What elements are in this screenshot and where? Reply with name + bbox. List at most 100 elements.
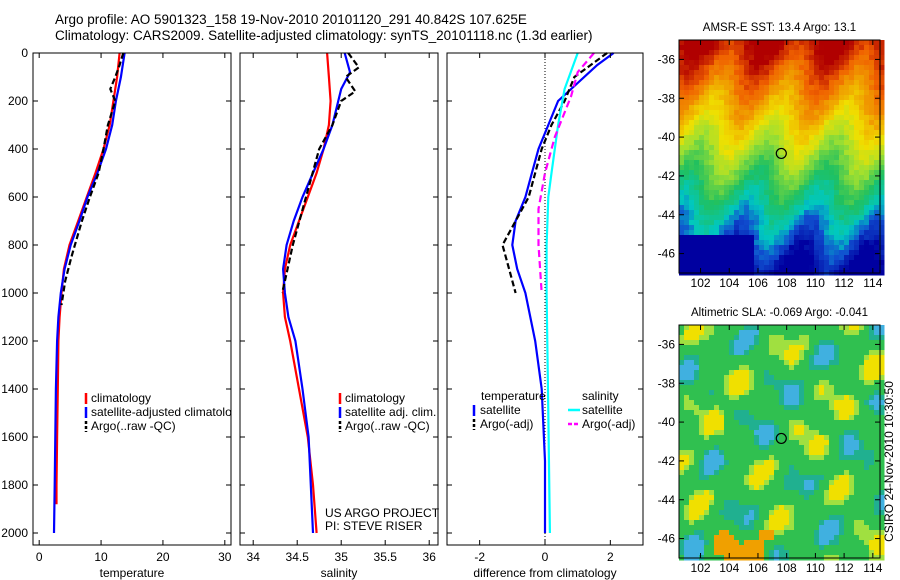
heatmap-cell xyxy=(774,110,780,116)
heatmap-cell xyxy=(714,55,720,61)
heatmap-cell xyxy=(804,135,810,141)
heatmap-cell xyxy=(759,185,765,191)
heatmap-cell xyxy=(874,230,880,236)
heatmap-cell xyxy=(709,180,715,186)
heatmap-cell xyxy=(869,335,875,341)
heatmap-cell xyxy=(789,40,795,46)
heatmap-cell xyxy=(769,180,775,186)
heatmap-cell xyxy=(824,340,830,346)
heatmap-cell xyxy=(714,70,720,76)
heatmap-cell xyxy=(734,525,740,531)
heatmap-cell xyxy=(774,90,780,96)
heatmap-cell xyxy=(839,170,845,176)
heatmap-cell xyxy=(719,255,725,261)
heatmap-cell xyxy=(704,480,710,486)
heatmap-cell xyxy=(844,225,850,231)
heatmap-cell xyxy=(869,460,875,466)
heatmap-cell xyxy=(729,110,735,116)
heatmap-cell xyxy=(754,185,760,191)
heatmap-cell xyxy=(719,180,725,186)
heatmap-cell xyxy=(819,70,825,76)
heatmap-cell xyxy=(799,490,805,496)
heatmap-cell xyxy=(824,215,830,221)
heatmap-cell xyxy=(779,405,785,411)
heatmap-cell xyxy=(834,100,840,106)
heatmap-cell xyxy=(709,490,715,496)
heatmap-cell xyxy=(809,265,815,271)
heatmap-cell xyxy=(809,50,815,56)
heatmap-cell xyxy=(829,205,835,211)
heatmap-cell xyxy=(769,265,775,271)
heatmap-cell xyxy=(874,245,880,251)
heatmap-cell xyxy=(794,95,800,101)
heatmap-cell xyxy=(794,405,800,411)
heatmap-cell xyxy=(849,65,855,71)
heatmap-cell xyxy=(854,375,860,381)
heatmap-cell xyxy=(744,400,750,406)
heatmap-cell xyxy=(879,505,885,511)
heatmap-cell xyxy=(679,155,685,161)
heatmap-cell xyxy=(739,500,745,506)
heatmap-cell xyxy=(819,55,825,61)
heatmap-cell xyxy=(719,100,725,106)
heatmap-cell xyxy=(729,60,735,66)
heatmap-cell xyxy=(714,230,720,236)
heatmap-cell xyxy=(714,475,720,481)
heatmap-cell xyxy=(779,345,785,351)
heatmap-cell xyxy=(714,435,720,441)
heatmap-cell xyxy=(769,440,775,446)
heatmap-cell xyxy=(699,475,705,481)
heatmap-cell xyxy=(724,50,730,56)
heatmap-cell xyxy=(679,85,685,91)
heatmap-cell xyxy=(789,345,795,351)
heatmap-cell xyxy=(809,155,815,161)
heatmap-cell xyxy=(879,410,885,416)
heatmap-cell xyxy=(869,50,875,56)
heatmap-cell xyxy=(749,360,755,366)
heatmap-cell xyxy=(874,195,880,201)
heatmap-cell xyxy=(729,80,735,86)
heatmap-cell xyxy=(744,55,750,61)
heatmap-cell xyxy=(754,55,760,61)
heatmap-cell xyxy=(794,55,800,61)
heatmap-cell xyxy=(834,185,840,191)
heatmap-cell xyxy=(869,480,875,486)
heatmap-cell xyxy=(699,345,705,351)
heatmap-cell xyxy=(754,110,760,116)
heatmap-cell xyxy=(794,430,800,436)
heatmap-cell xyxy=(724,190,730,196)
heatmap-cell xyxy=(739,165,745,171)
heatmap-cell xyxy=(784,380,790,386)
heatmap-cell xyxy=(759,80,765,86)
heatmap-cell xyxy=(744,225,750,231)
heatmap-cell xyxy=(819,245,825,251)
heatmap-cell xyxy=(814,45,820,51)
legend-title-salinity: salinity xyxy=(582,389,619,403)
heatmap-cell xyxy=(779,540,785,546)
heatmap-cell xyxy=(779,260,785,266)
heatmap-cell xyxy=(724,230,730,236)
heatmap-cell xyxy=(694,330,700,336)
heatmap-cell xyxy=(824,485,830,491)
heatmap-cell xyxy=(869,170,875,176)
heatmap-cell xyxy=(829,435,835,441)
heatmap-cell xyxy=(859,505,865,511)
heatmap-cell xyxy=(809,120,815,126)
heatmap-cell xyxy=(799,515,805,521)
heatmap-cell xyxy=(679,520,685,526)
heatmap-cell xyxy=(724,515,730,521)
heatmap-cell xyxy=(849,115,855,121)
heatmap-cell xyxy=(869,345,875,351)
heatmap-cell xyxy=(869,190,875,196)
heatmap-cell xyxy=(734,380,740,386)
heatmap-cell xyxy=(704,90,710,96)
heatmap-cell xyxy=(744,175,750,181)
heatmap-cell xyxy=(719,135,725,141)
heatmap-cell xyxy=(694,470,700,476)
heatmap-cell xyxy=(779,545,785,551)
heatmap-cell xyxy=(874,235,880,241)
heatmap-cell xyxy=(749,545,755,551)
heatmap-cell xyxy=(879,440,885,446)
heatmap-cell xyxy=(694,495,700,501)
heatmap-cell xyxy=(784,365,790,371)
